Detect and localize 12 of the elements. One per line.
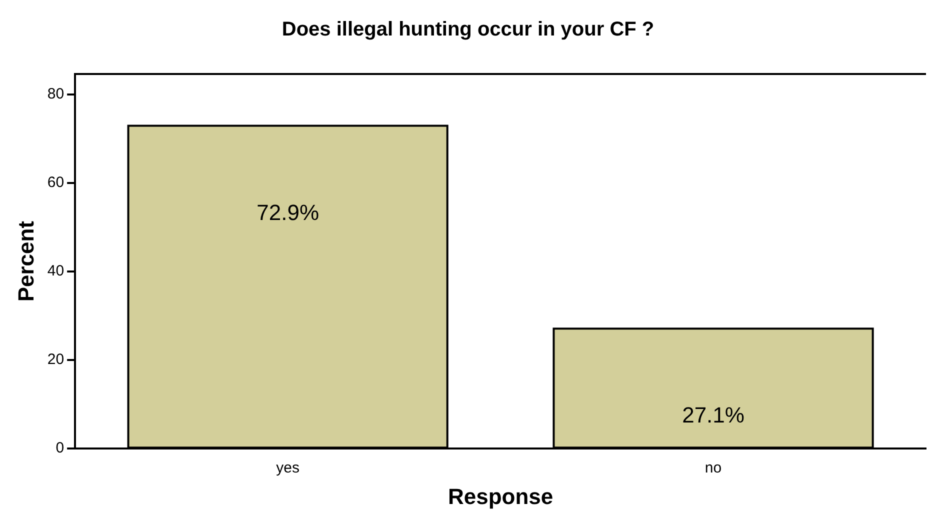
y-tick-label: 0: [56, 440, 64, 457]
x-axis-title: Response: [448, 484, 554, 509]
y-axis-title: Percent: [13, 220, 38, 302]
data-label: 72.9%: [256, 200, 320, 225]
x-tick-label: yes: [276, 460, 300, 477]
x-tick-label: no: [704, 460, 722, 477]
y-tick-label: 40: [47, 262, 64, 280]
y-tick-label: 80: [47, 86, 64, 103]
data-label: 27.1%: [682, 402, 744, 428]
y-tick-label: 60: [47, 174, 64, 192]
y-tick-label: 20: [47, 351, 64, 368]
chart-title: Does illegal hunting occur in your CF ?: [282, 18, 654, 41]
